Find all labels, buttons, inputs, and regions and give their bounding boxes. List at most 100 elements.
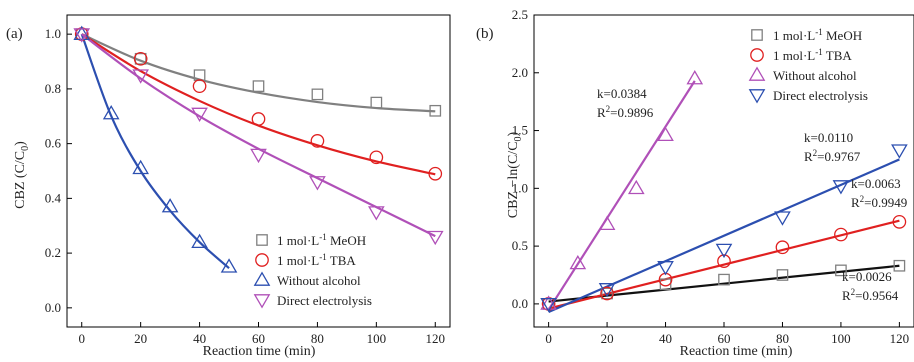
legend-b-symbol-3 [748,89,766,104]
panel-b-ylabel-main: CBZ −ln(C/C [506,141,521,218]
data-point-b-0 [776,269,789,281]
y-tick-label: 0.0 [512,296,528,311]
data-point-a-2 [191,233,208,249]
data-point-b-0 [835,264,847,277]
data-point-b-3 [540,298,557,313]
data-point-a-3 [426,230,444,246]
panel-b-legend: 1 mol·L-1 MeOH 1 mol·L-1 TBA Without alc… [748,27,868,104]
panel-b-frame [533,14,914,328]
panel-b-ylabel-sub: 0 [513,136,524,141]
y-tick-label: 1.0 [512,180,528,195]
data-point-a-2 [220,258,238,273]
legend-a-symbol-0 [256,234,268,246]
legend-a-without-alcohol: Without alcohol [277,273,361,288]
data-point-b-3 [657,261,674,276]
data-point-b-2 [627,179,645,195]
legend-b-symbol-2 [748,66,766,81]
annotation-r2-direct-electrolysis: R2=0.9767 [804,148,861,164]
y-tick-label: 1.5 [512,123,528,138]
panel-b-annotations: k=0.0384 R2=0.9896 k=0.0110 R2=0.9767 k=… [597,86,907,303]
legend-b-without-alcohol: Without alcohol [773,68,857,83]
data-point-b-2 [569,254,587,270]
data-point-a-0 [252,80,265,93]
data-point-a-1 [133,51,148,66]
annotation-k-tba: k=0.0063 [851,176,901,191]
data-point-a-1 [251,112,266,126]
data-point-a-1 [310,134,325,148]
fit-curve-a-3 [81,33,436,238]
fit-line-b-2 [547,80,696,311]
y-tick-label: 0.5 [512,238,528,253]
data-point-b-2 [598,215,616,231]
panel-a: (a) CBZ (C/C0) Reaction time (min) 0 20 40… [6,14,451,359]
legend-a-symbol-1 [255,253,269,267]
panel-a-ylabel-end: ) [13,141,28,146]
panel-a-legend-symbols [253,234,271,309]
data-point-b-3 [891,144,908,159]
x-tick-label: 120 [890,331,910,346]
panel-b-xlabel: Reaction time (min) [680,344,793,359]
data-point-a-3 [250,148,267,164]
legend-a-symbol-3 [253,294,271,309]
legend-a-meoh: 1 mol·L-1 MeOH [277,232,366,248]
data-point-b-1 [600,286,614,301]
data-point-a-3 [368,206,385,221]
x-tick-label: 20 [601,331,614,346]
data-point-b-0 [718,273,730,286]
data-point-b-3 [598,283,616,298]
data-point-a-0 [134,52,147,65]
panel-a-markers [73,25,444,273]
x-tick-label: 100 [831,331,851,346]
y-tick-label: 0.6 [45,136,62,151]
svg-text:CBZ −ln(C/C0): CBZ −ln(C/C0) [506,131,524,218]
y-tick-label: 2.5 [512,7,528,22]
data-point-b-2 [657,126,674,142]
data-point-b-1 [892,214,907,229]
legend-b-symbol-0 [751,29,763,41]
data-point-a-3 [132,69,149,84]
annotation-r2-without-alcohol: R2=0.9896 [597,104,654,120]
panel-a-curves [80,33,436,269]
data-point-b-2 [686,70,704,85]
panel-a-ylabel-sub: 0 [20,146,31,151]
data-point-a-1 [369,150,384,165]
legend-b-tba: 1 mol·L-1 TBA [773,47,852,63]
data-point-a-2 [102,105,120,120]
panel-b-legend-symbols [748,29,766,104]
data-point-b-0 [601,287,613,300]
data-point-a-2 [161,198,179,213]
data-point-b-3 [832,180,850,195]
data-point-a-0 [429,104,442,117]
annotation-r2-meoh: R2=0.9564 [842,287,899,303]
panel-a-ylabel: CBZ (C/C0) [13,141,31,209]
legend-a-symbol-2 [253,271,271,286]
annotation-k-direct-electrolysis: k=0.0110 [804,130,853,145]
panel-a-legend: 1 mol·L-1 MeOH 1 mol·L-1 TBA Without alc… [253,232,372,309]
y-tick-label: 1.0 [45,26,61,41]
data-point-a-0 [370,96,383,109]
x-tick-label: 120 [426,331,446,346]
panel-b-ylabel-end: ) [506,131,521,136]
data-point-a-1 [428,166,443,181]
x-tick-label: 20 [134,331,147,346]
x-tick-label: 0 [78,331,85,346]
data-point-b-0 [659,278,672,291]
data-point-a-3 [309,176,326,191]
data-point-b-3 [774,211,791,226]
y-tick-label: 2.0 [512,65,528,80]
data-point-b-0 [893,259,906,272]
x-tick-label: 80 [776,331,789,346]
panel-b-markers [540,70,908,313]
panel-a-ylabel-main: CBZ (C/C [13,151,28,209]
data-point-b-1 [834,227,848,242]
fit-line-b-1 [548,219,900,310]
legend-b-meoh: 1 mol·L-1 MeOH [773,27,862,43]
fit-curve-a-2 [80,33,230,269]
data-point-a-0 [311,88,324,101]
legend-a-direct-electrolysis: Direct electrolysis [277,293,372,308]
data-point-a-2 [73,25,91,41]
y-tick-label: 0.8 [45,81,61,96]
legend-b-direct-electrolysis: Direct electrolysis [773,88,868,103]
data-point-a-3 [73,28,91,43]
